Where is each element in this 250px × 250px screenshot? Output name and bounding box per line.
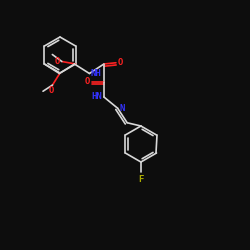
- Text: O: O: [84, 78, 90, 86]
- Text: O: O: [118, 58, 123, 67]
- Text: NH: NH: [91, 69, 102, 78]
- Text: N: N: [119, 104, 124, 113]
- Text: HN: HN: [91, 92, 102, 102]
- Text: O: O: [54, 56, 60, 66]
- Text: O: O: [48, 86, 54, 95]
- Text: F: F: [138, 175, 143, 184]
